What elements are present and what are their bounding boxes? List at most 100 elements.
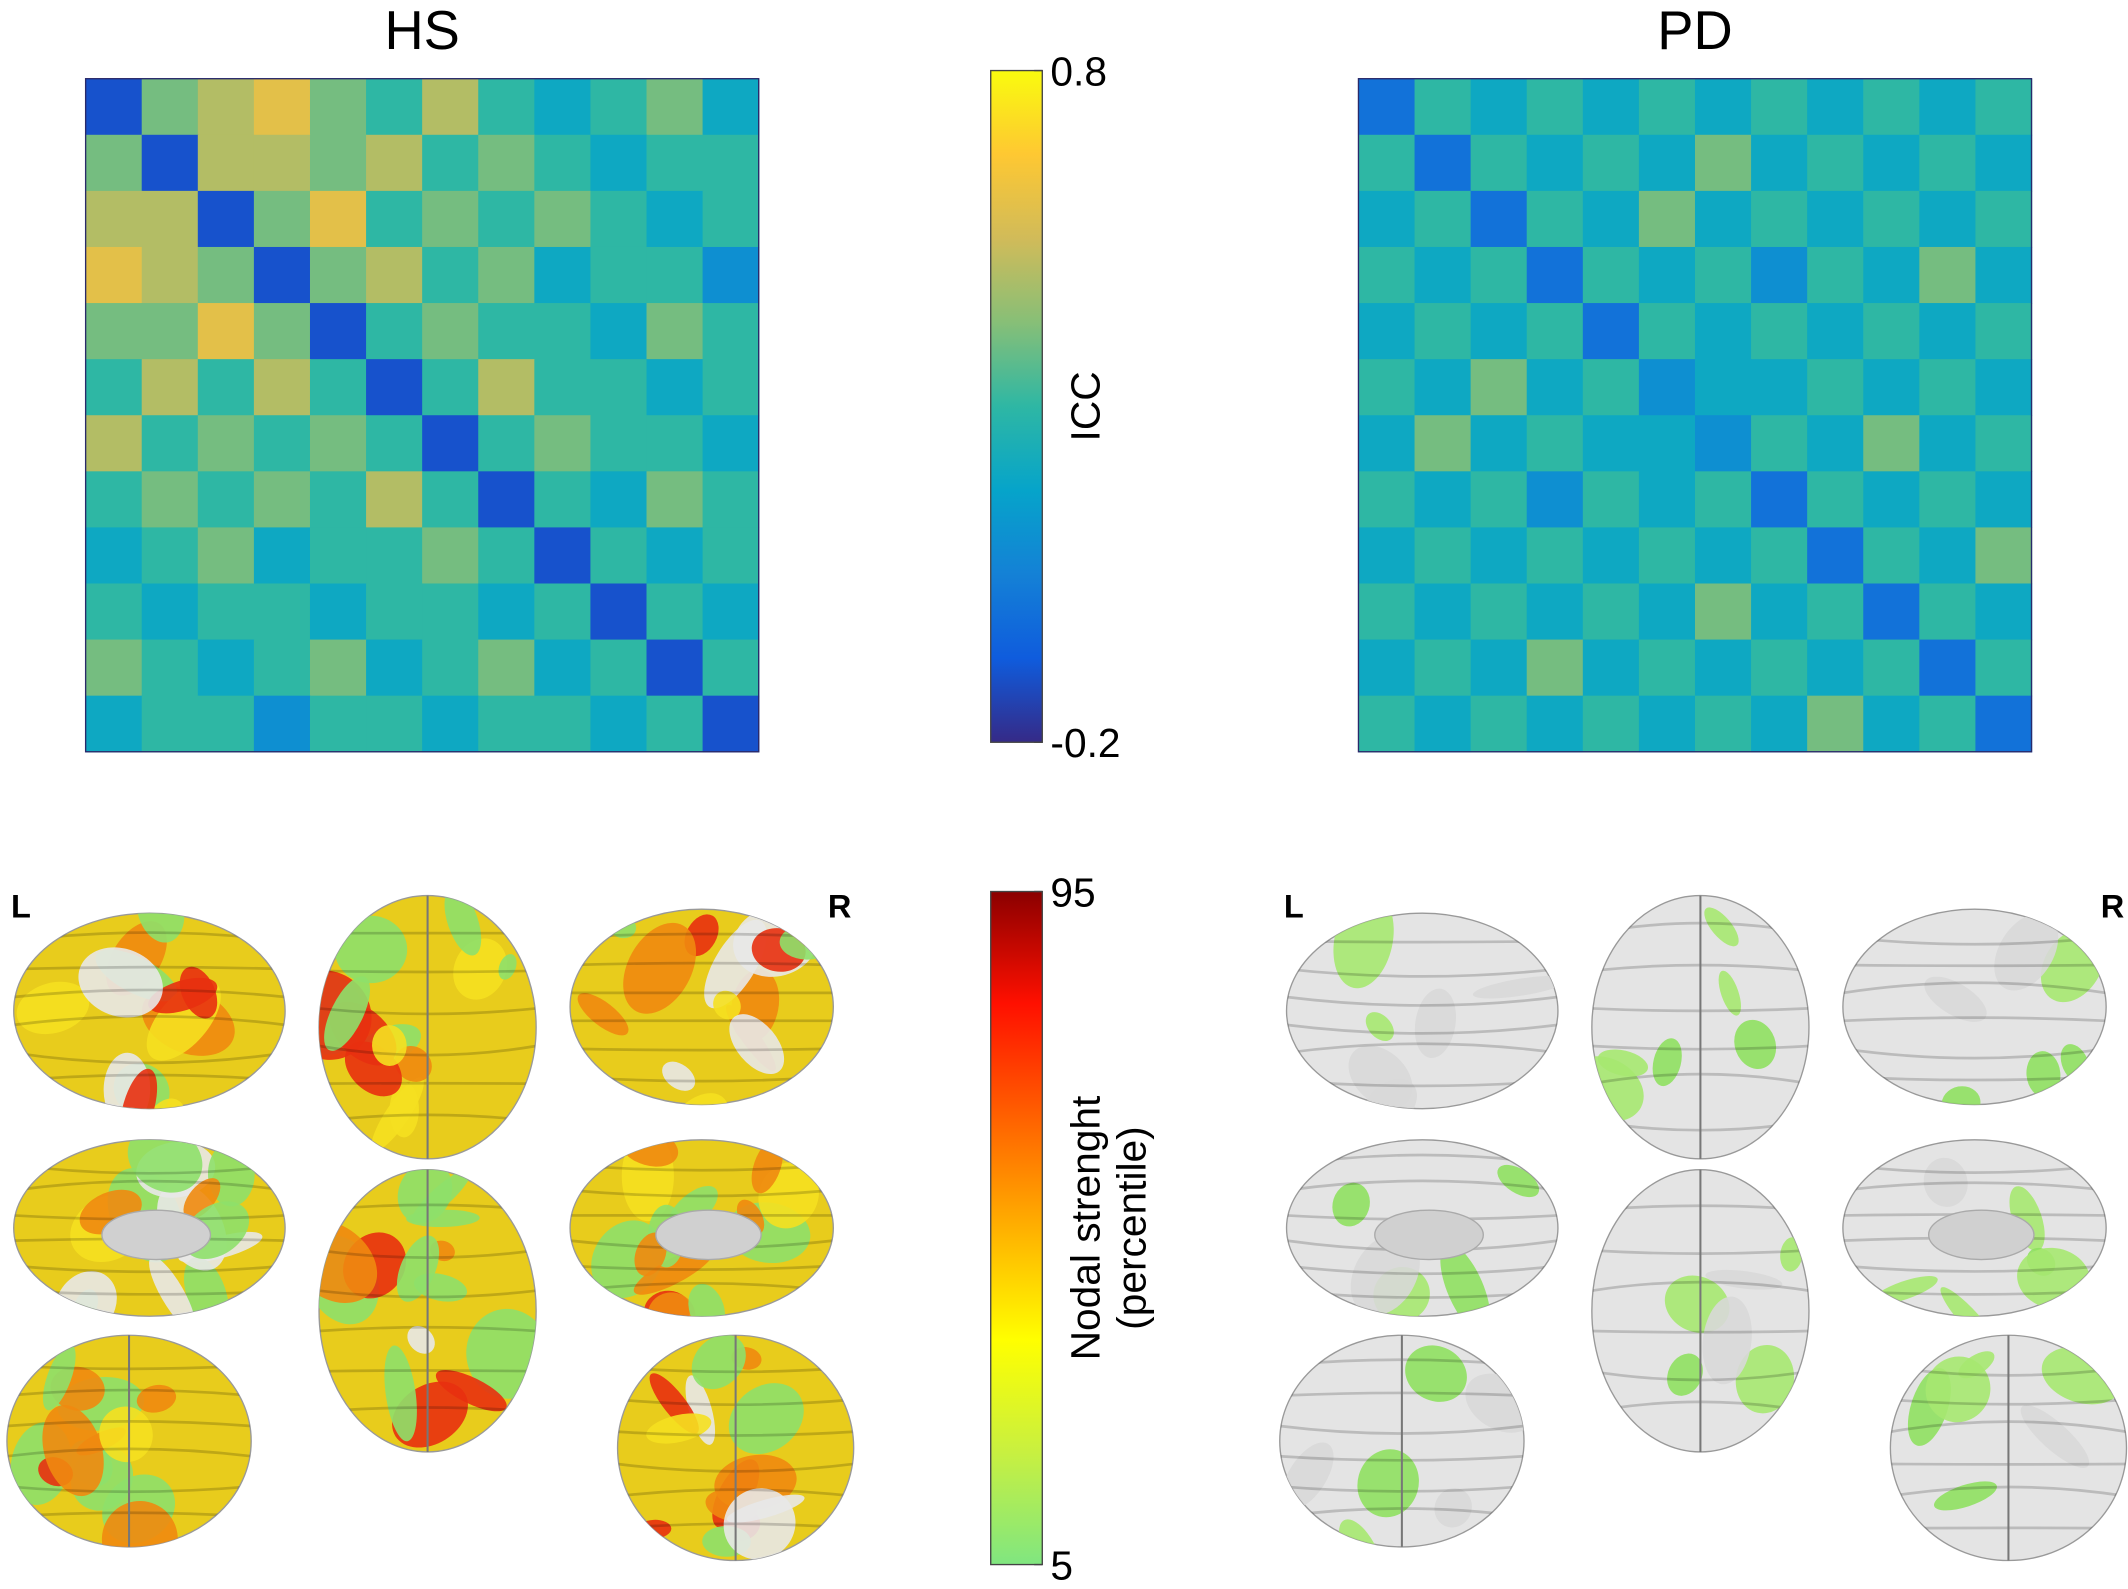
heatmap-cell: [1863, 583, 1921, 641]
brain-patch: [1652, 1038, 1682, 1087]
brain-patch: [78, 947, 163, 1018]
heatmap-cell: [1751, 527, 1808, 585]
brain-patch: [372, 1025, 407, 1066]
heatmap-cell: [1807, 190, 1864, 248]
heatmap-cell: [478, 415, 536, 472]
heatmap-cell: [366, 303, 423, 360]
brain-patches: [13, 913, 286, 1109]
brain-patch: [1434, 1488, 1472, 1528]
heatmap-cell: [141, 246, 199, 304]
heatmap-cell: [1694, 639, 1752, 697]
heatmap-cell: [1582, 303, 1640, 360]
heatmap-cell: [1582, 246, 1640, 304]
corpus-callosum: [101, 1209, 212, 1261]
heatmap-cell: [1358, 246, 1416, 304]
heatmap-cell: [85, 583, 143, 641]
heatmap-cell: [141, 583, 199, 641]
heatmap-cell: [1919, 415, 1977, 472]
heatmap-cell: [366, 527, 423, 585]
heatmap-cell: [702, 190, 760, 248]
heatmap-cell: [534, 359, 592, 416]
heatmap-cell: [478, 583, 536, 641]
heatmap-cell: [1919, 134, 1977, 192]
heatmap-cell: [1694, 246, 1752, 304]
brain-patch: [498, 954, 517, 980]
heatmap-cell: [1526, 695, 1584, 753]
heatmap-cell: [197, 134, 255, 192]
brain-sulcus: [1286, 995, 1558, 1007]
heatmap-cell: [1358, 78, 1416, 136]
brain-sulcus: [1286, 1264, 1558, 1276]
heatmap-cell: [1751, 583, 1808, 641]
chart-title: PD: [1657, 0, 1732, 61]
heatmap-cell: [141, 527, 199, 585]
brain-patch: [691, 1335, 746, 1390]
brain-patch: [577, 993, 629, 1036]
brain-patch: [42, 1344, 76, 1411]
brain-sulcus: [1842, 1016, 2107, 1023]
brain-patch: [1704, 907, 1739, 947]
heatmap-cell: [590, 246, 648, 304]
brain-patch: [99, 1406, 153, 1463]
heatmap-cell: [1638, 695, 1696, 753]
heatmap-cell: [1358, 134, 1416, 192]
heatmap-cell: [1414, 471, 1472, 529]
heatmap-cell: [1975, 190, 2033, 248]
heatmap-cell: [478, 134, 536, 192]
heatmap-cell: [253, 415, 311, 472]
heatmap-cell: [702, 359, 760, 416]
heatmap-cell: [1638, 639, 1696, 697]
heatmap-cell: [1526, 134, 1584, 192]
brain-sulcus: [1842, 963, 2107, 968]
heatmap-cell: [1526, 639, 1584, 697]
brain-patch: [148, 977, 218, 1014]
heatmap-cell: [309, 695, 367, 753]
heatmap-cell: [141, 415, 199, 472]
heatmap-cell: [1414, 359, 1472, 416]
brain-patch: [1591, 1056, 1644, 1122]
heatmap-cell: [197, 471, 255, 529]
heatmap-cell: [1975, 471, 2033, 529]
heatmap-cell: [85, 78, 143, 136]
heatmap-cell: [366, 78, 423, 136]
heatmap-cell: [1975, 527, 2033, 585]
heatmap-cell: [1414, 415, 1472, 472]
heatmap-cell: [1582, 639, 1640, 697]
brain-patch: [435, 1369, 507, 1412]
heatmap-cell: [1807, 303, 1864, 360]
heatmap-cell: [1582, 359, 1640, 416]
brain-patch: [1705, 1269, 1783, 1290]
colorbar-tick-label: -0.2: [1050, 720, 1120, 766]
corpus-callosum: [655, 1209, 762, 1261]
heatmap-cell: [534, 303, 592, 360]
heatmap-cell: [702, 303, 760, 360]
heatmap-cell: [646, 246, 704, 304]
heatmap-cell: [1526, 359, 1584, 416]
brain-sulcus: [13, 988, 286, 999]
heatmap-cell: [1582, 471, 1640, 529]
hemisphere-label: R: [828, 888, 852, 924]
brain-sulcus: [1842, 1181, 2107, 1192]
heatmap-cell: [590, 190, 648, 248]
heatmap-cell: [646, 695, 704, 753]
heatmap-cell: [1975, 583, 2033, 641]
brain-patch: [1332, 1182, 1370, 1227]
heatmap-cell: [702, 639, 760, 697]
heatmap-cell: [1863, 471, 1921, 529]
brain-patches: [570, 909, 834, 1105]
colorbar: [990, 890, 1043, 1566]
heatmap-cell: [1526, 471, 1584, 529]
brain-patch: [1667, 1353, 1703, 1396]
heatmap-cell: [1694, 78, 1752, 136]
heatmap-cell: [1470, 583, 1528, 641]
heatmap-cell: [1414, 639, 1472, 697]
heatmap-cell: [141, 78, 199, 136]
heatmap-cell: [422, 583, 479, 641]
heatmap-cell: [1638, 527, 1696, 585]
brain-sulcus: [13, 1179, 286, 1192]
brain-patch: [136, 1384, 177, 1413]
heatmap-cell: [534, 190, 592, 248]
heatmap-cell: [646, 527, 704, 585]
brain-patch: [728, 1383, 804, 1455]
heatmap-cell: [1919, 471, 1977, 529]
